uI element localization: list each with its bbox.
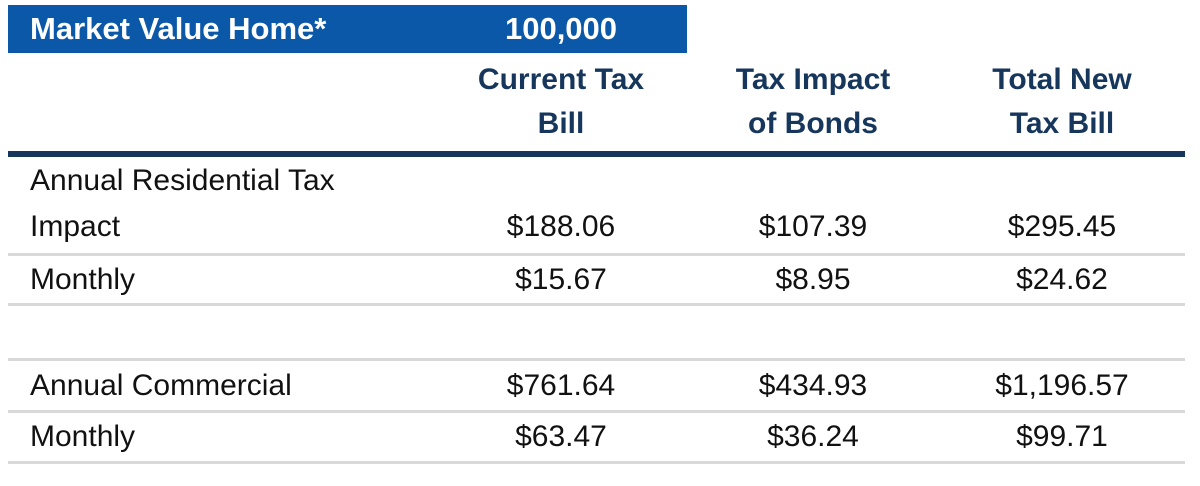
tax-impact-table: Market Value Home* 100,000 Current Tax B… xyxy=(8,5,1185,464)
row-label: Annual Residential Tax Impact xyxy=(30,164,335,243)
column-header-row: Current Tax Bill Tax Impact of Bonds Tot… xyxy=(8,53,1185,151)
cell-commercial-current-tax: $761.64 xyxy=(506,368,616,402)
cell-commercial-total-new: $1,196.57 xyxy=(995,368,1129,402)
cell-residential-monthly-total: $24.62 xyxy=(1016,262,1108,296)
table-row-residential-monthly: Monthly $15.67 $8.95 $24.62 xyxy=(8,256,1185,306)
market-value-label: Market Value Home* xyxy=(30,11,327,46)
column-header-current-tax-bill: Current Tax Bill xyxy=(477,63,645,140)
cell-residential-bond-impact: $107.39 xyxy=(758,210,868,243)
spacer-row xyxy=(8,306,1185,361)
header-divider xyxy=(8,151,1185,157)
table-row-annual-commercial: Annual Commercial $761.64 $434.93 $1,196… xyxy=(8,361,1185,413)
market-value-amount: 100,000 xyxy=(504,11,618,46)
column-header-total-new-tax-bill: Total New Tax Bill xyxy=(992,63,1132,140)
cell-commercial-monthly-current: $63.47 xyxy=(515,420,607,453)
cell-residential-total-new: $295.45 xyxy=(1007,210,1117,243)
row-label: Monthly xyxy=(30,420,136,453)
table-row-annual-residential: Annual Residential Tax Impact $188.06 $1… xyxy=(8,157,1185,256)
cell-commercial-monthly-total: $99.71 xyxy=(1016,420,1108,453)
cell-commercial-bond-impact: $434.93 xyxy=(758,368,868,402)
table-row-commercial-monthly: Monthly $63.47 $36.24 $99.71 xyxy=(8,413,1185,464)
row-label: Monthly xyxy=(30,262,136,296)
cell-residential-current-tax: $188.06 xyxy=(506,210,616,243)
cell-residential-monthly-current: $15.67 xyxy=(515,262,607,296)
cell-commercial-monthly-bond: $36.24 xyxy=(767,420,859,453)
row-label: Annual Commercial xyxy=(30,368,292,402)
column-header-tax-impact-of-bonds: Tax Impact of Bonds xyxy=(735,63,891,140)
market-value-bar: Market Value Home* 100,000 xyxy=(8,5,687,53)
cell-residential-monthly-bond: $8.95 xyxy=(775,262,851,296)
